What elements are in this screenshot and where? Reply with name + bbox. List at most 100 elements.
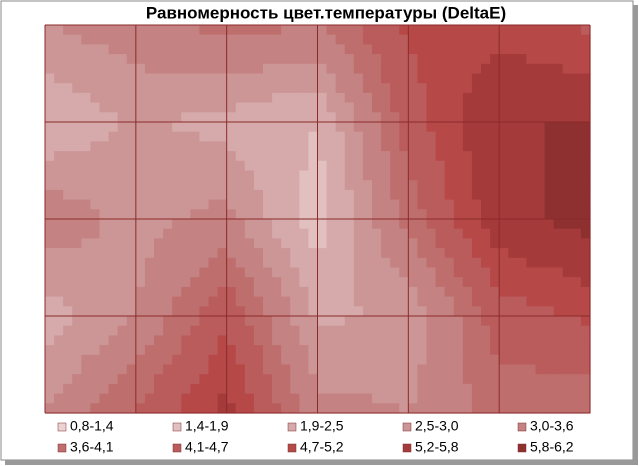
contour-cell (63, 63, 73, 75)
contour-cell (90, 219, 101, 230)
contour-cell (471, 248, 482, 259)
contour-cell (163, 325, 173, 336)
contour-cell (190, 209, 201, 220)
contour-cell (362, 277, 373, 288)
contour-cell (335, 199, 346, 210)
contour-cell (45, 383, 55, 395)
contour-cell (63, 209, 73, 220)
contour-cell (108, 374, 119, 385)
contour-cell (244, 122, 255, 133)
contour-cell (181, 63, 191, 75)
contour-cell (272, 316, 282, 327)
contour-cell (90, 180, 101, 191)
contour-cell (381, 228, 391, 239)
contour-cell (199, 296, 210, 307)
contour-cell (163, 73, 173, 84)
contour-cell (217, 316, 228, 327)
contour-cell (235, 316, 246, 327)
contour-cell (181, 248, 191, 259)
contour-cell (326, 335, 337, 346)
contour-cell (372, 34, 382, 45)
contour-cell (535, 209, 546, 220)
contour-cell (571, 180, 582, 191)
contour-cell (135, 296, 146, 307)
contour-cell (526, 248, 537, 259)
contour-cell (344, 286, 355, 298)
contour-cell (144, 286, 155, 298)
contour-cell (299, 141, 310, 152)
contour-cell (181, 345, 191, 356)
contour-cell (190, 170, 201, 181)
contour-cell (381, 141, 391, 152)
contour-cell (517, 325, 528, 336)
contour-cell (163, 257, 173, 269)
contour-cell (490, 296, 500, 307)
contour-cell (517, 364, 528, 375)
contour-cell (390, 364, 400, 375)
contour-cell (244, 34, 255, 45)
contour-cell (235, 325, 246, 336)
contour-cell (99, 151, 110, 162)
contour-cell (253, 131, 264, 142)
contour-cell (54, 257, 64, 269)
plot-area (44, 24, 591, 414)
contour-cell (335, 189, 346, 201)
contour-cell (353, 63, 364, 75)
contour-cell (54, 170, 64, 181)
contour-cell (154, 141, 164, 152)
contour-cell (144, 277, 155, 288)
contour-cell (190, 286, 201, 298)
contour-cell (235, 364, 246, 375)
contour-cell (272, 170, 282, 181)
contour-cell (381, 325, 391, 336)
contour-cell (562, 248, 573, 259)
contour-cell (372, 296, 382, 307)
contour-cell (571, 34, 582, 45)
contour-cell (81, 296, 92, 307)
contour-cell (54, 44, 64, 55)
contour-cell (253, 209, 264, 220)
contour-cell (390, 325, 400, 336)
contour-cell (308, 44, 319, 55)
contour-cell (90, 364, 101, 375)
contour-cell (462, 364, 473, 375)
contour-cell (481, 228, 491, 239)
contour-cell (426, 364, 437, 375)
contour-cell (235, 248, 246, 259)
contour-cell (190, 189, 201, 201)
contour-cell (99, 44, 110, 55)
contour-cell (172, 296, 182, 307)
contour-cell (308, 92, 319, 104)
contour-cell (481, 160, 491, 172)
contour-cell (444, 374, 455, 385)
contour-cell (144, 228, 155, 239)
contour-cell (226, 180, 237, 191)
contour-cell (63, 374, 73, 385)
contour-cell (544, 102, 555, 113)
contour-cell (362, 354, 373, 366)
contour-cell (571, 189, 582, 201)
contour-cell (372, 277, 382, 288)
contour-cell (235, 63, 246, 75)
contour-cell (244, 112, 255, 123)
contour-cell (462, 151, 473, 162)
contour-cell (299, 296, 310, 307)
contour-cell (54, 180, 64, 191)
contour-cell (344, 393, 355, 404)
contour-cell (72, 325, 82, 336)
contour-cell (372, 112, 382, 123)
contour-cell (299, 189, 310, 201)
contour-cell (435, 170, 446, 181)
contour-cell (353, 54, 364, 65)
contour-cell (462, 63, 473, 75)
contour-cell (499, 248, 509, 259)
contour-cell (317, 403, 328, 414)
contour-cell (471, 92, 482, 104)
contour-cell (571, 325, 582, 336)
contour-cell (335, 257, 346, 269)
contour-cell (562, 354, 573, 366)
contour-cell (381, 73, 391, 84)
contour-cell (580, 54, 591, 65)
contour-cell (281, 44, 291, 55)
contour-cell (435, 267, 446, 278)
